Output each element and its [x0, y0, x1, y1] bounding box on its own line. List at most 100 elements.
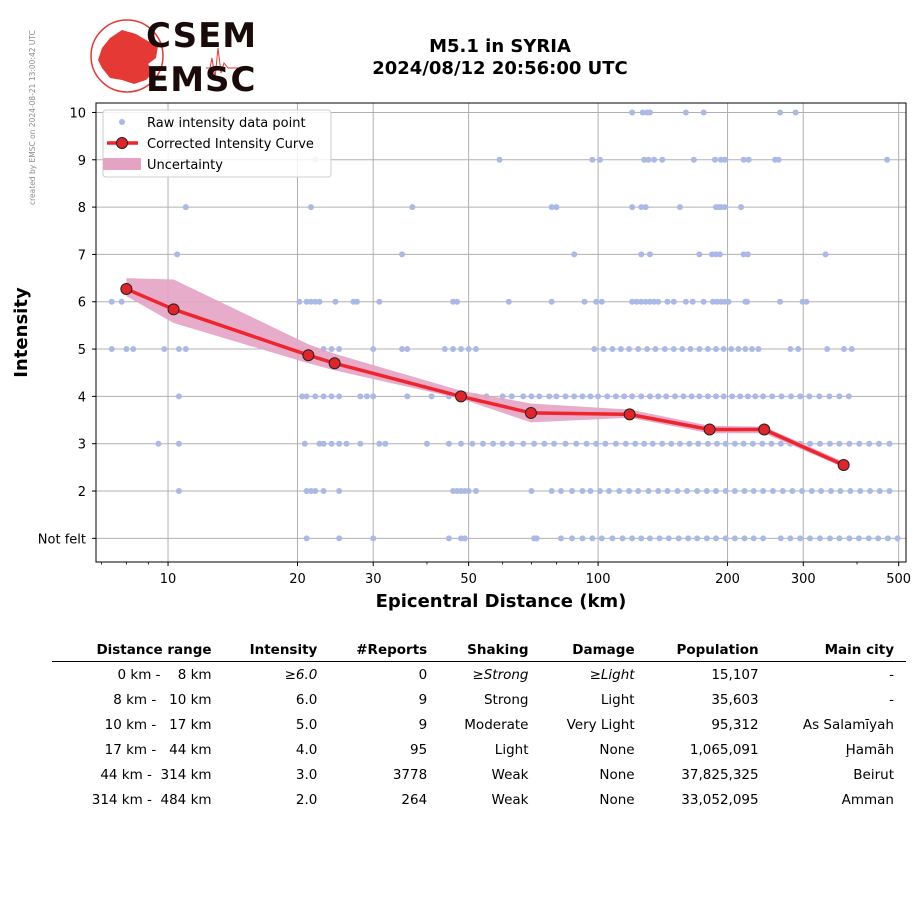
raw-data-point [450, 346, 457, 353]
raw-data-point [816, 535, 823, 542]
raw-data-point [670, 298, 677, 305]
raw-data-point [696, 393, 703, 400]
raw-data-point [741, 488, 748, 495]
raw-data-point [399, 346, 406, 353]
raw-data-point [175, 488, 182, 495]
y-tick-label: 2 [78, 485, 86, 500]
curve-marker [837, 458, 850, 471]
raw-data-point [876, 488, 883, 495]
raw-data-point [806, 393, 813, 400]
raw-data-point [651, 298, 658, 305]
raw-data-point [846, 440, 853, 447]
raw-data-point [629, 298, 636, 305]
raw-data-point [827, 488, 834, 495]
raw-data-point [316, 298, 323, 305]
raw-data-point [625, 488, 632, 495]
raw-data-point [646, 109, 653, 116]
raw-data-point [694, 535, 701, 542]
raw-data-point [641, 440, 648, 447]
raw-data-point [336, 535, 343, 542]
raw-data-point [175, 393, 182, 400]
y-axis-label: Intensity [11, 287, 32, 378]
raw-data-point [803, 298, 810, 305]
raw-data-point [712, 346, 719, 353]
raw-data-point [363, 393, 370, 400]
raw-data-point [581, 298, 588, 305]
raw-data-point [548, 298, 555, 305]
x-tick-label: 200 [715, 572, 740, 587]
raw-data-point [336, 440, 343, 447]
uncertainty-band [126, 278, 844, 468]
cell-range: 8 km - 10 km [113, 691, 212, 708]
raw-data-point [638, 251, 645, 258]
raw-data-point [824, 346, 831, 353]
raw-data-point [312, 393, 319, 400]
raw-data-point [689, 298, 696, 305]
raw-data-point [553, 204, 560, 211]
raw-data-point [721, 156, 728, 163]
title-line-1: M5.1 in SYRIA [429, 36, 571, 57]
raw-data-point [508, 440, 515, 447]
csem-emsc-logo: CSEM EMSC [88, 16, 258, 100]
raw-data-point [469, 440, 476, 447]
raw-data-point [531, 440, 538, 447]
cell-city: Amman [841, 791, 894, 808]
raw-data-point [505, 298, 512, 305]
raw-data-point [668, 440, 675, 447]
cell-population: 15,107 [711, 666, 759, 683]
cell-reports: 0 [418, 666, 428, 683]
raw-data-point [445, 535, 452, 542]
y-tick-label: 6 [78, 296, 86, 311]
raw-data-point [604, 393, 611, 400]
raw-data-point [370, 535, 377, 542]
y-tick-label: 5 [78, 343, 86, 358]
raw-data-point [725, 298, 732, 305]
raw-data-point [755, 346, 762, 353]
table-row: 314 km - 484 km 2.0 264 Weak None 33,052… [52, 787, 906, 812]
raw-data-point [676, 204, 683, 211]
raw-data-point [760, 488, 767, 495]
legend-entry: Raw intensity data point [147, 116, 306, 131]
raw-data-point [670, 346, 677, 353]
raw-data-point [629, 109, 636, 116]
header-main-city: Main city [770, 640, 906, 662]
raw-data-point [182, 346, 189, 353]
y-tick-label: Not felt [38, 532, 86, 547]
cell-population: 37,825,325 [681, 766, 759, 783]
raw-data-point [795, 346, 802, 353]
title-line-2: 2024/08/12 20:56:00 UTC [372, 58, 628, 79]
raw-data-point [633, 298, 640, 305]
raw-data-point [123, 346, 130, 353]
header-shaking: Shaking [439, 640, 541, 662]
raw-data-point [704, 393, 711, 400]
raw-data-point [685, 535, 692, 542]
raw-data-point [865, 535, 872, 542]
legend-entry: Corrected Intensity Curve [147, 137, 314, 152]
y-tick-label: 4 [78, 390, 86, 405]
raw-data-point [806, 535, 813, 542]
cell-reports: 3778 [392, 766, 428, 783]
raw-data-point [729, 393, 736, 400]
raw-data-point [826, 440, 833, 447]
header-damage: Damage [540, 640, 647, 662]
raw-data-point [296, 298, 303, 305]
raw-data-point [857, 488, 864, 495]
cell-shaking: Light [494, 741, 529, 758]
raw-data-point [622, 440, 629, 447]
raw-data-point [696, 251, 703, 258]
raw-data-point [646, 393, 653, 400]
raw-data-point [694, 488, 701, 495]
raw-data-point [848, 346, 855, 353]
raw-data-point [303, 535, 310, 542]
raw-data-point [656, 535, 663, 542]
raw-data-point [777, 535, 784, 542]
raw-data-point [562, 440, 569, 447]
raw-data-point [609, 346, 616, 353]
raw-data-point [472, 488, 479, 495]
raw-data-point [370, 346, 377, 353]
raw-data-point [589, 156, 596, 163]
raw-data-point [655, 488, 662, 495]
curve-marker [454, 390, 467, 403]
raw-data-point [713, 440, 720, 447]
raw-data-point [619, 535, 626, 542]
